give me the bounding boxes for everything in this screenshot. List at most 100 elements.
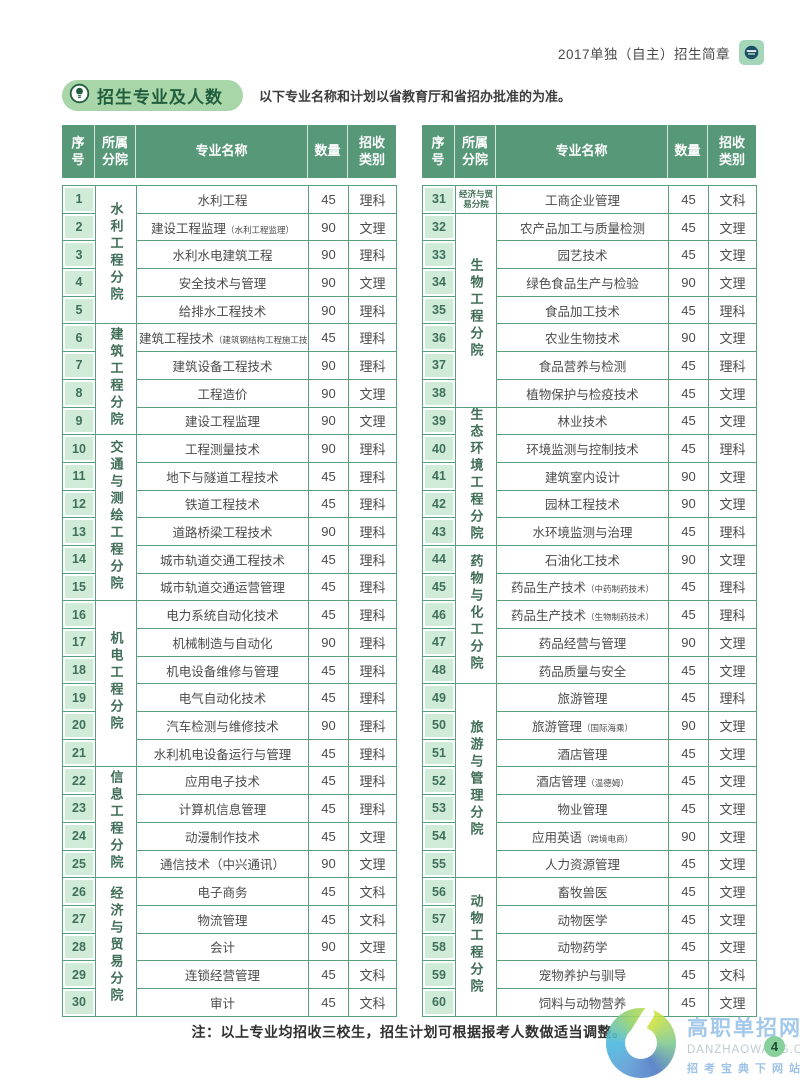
department-cell: 生态环境工程分院: [455, 406, 497, 546]
count-cell: 45: [308, 683, 349, 713]
count-cell: 90: [668, 544, 709, 574]
category-cell: 理科: [708, 572, 757, 602]
table-row: 1 水利工程分院 水利工程 45 理科: [62, 184, 397, 325]
major-cell: 工商企业管理: [496, 185, 669, 214]
category-cell: 理科: [348, 351, 397, 380]
column-header: 数量: [668, 125, 708, 178]
major-cell: 电气自动化技术: [136, 683, 309, 713]
majors-table-left: 序 号所属 分院 专业名称 数量 招收 类别 1 水利工程分院 水利工程 45 理科 2 建设工程…: [62, 125, 397, 1017]
major-cell: 给排水工程技术: [136, 295, 309, 325]
department-cell: 生物工程分院: [455, 212, 497, 408]
seq-cell: 28: [62, 932, 96, 962]
seq-cell: 23: [62, 794, 96, 823]
category-cell: 理科: [348, 434, 397, 463]
major-cell: 食品营养与检测: [496, 351, 669, 380]
table-row: 30 审计 45 文科: [62, 987, 397, 1017]
table-header-row: 序 号所属 分院 专业名称 数量 招收 类别: [422, 125, 756, 178]
seq-cell: 30: [62, 987, 96, 1017]
major-cell: 药品生产技术（生物制药技术）: [496, 600, 669, 629]
major-cell: 电子商务: [136, 877, 309, 906]
count-cell: 45: [308, 904, 349, 934]
count-cell: 45: [308, 489, 349, 519]
table-row: 33 园艺技术 45 文理: [422, 240, 757, 270]
major-cell: 水利机电设备运行与管理: [136, 738, 309, 768]
seq-cell: 13: [62, 517, 96, 546]
table-row: 34 绿色食品生产与检验 90 文理: [422, 268, 757, 297]
category-cell: 理科: [348, 628, 397, 657]
major-subtitle: （国际海乘）: [582, 722, 634, 733]
major-cell: 宠物养护与驯导: [496, 960, 669, 989]
major-cell: 药品经营与管理: [496, 628, 669, 657]
major-subtitle: （水利工程监理）: [226, 224, 295, 235]
seq-cell: 57: [422, 904, 456, 934]
category-cell: 文理: [708, 489, 757, 519]
department-label: 生态环境工程分院: [468, 407, 484, 543]
table-row: 4 安全技术与管理 90 文理: [62, 268, 397, 297]
seq-cell: 4: [62, 268, 96, 297]
category-cell: 理科: [348, 572, 397, 602]
seq-cell: 52: [422, 766, 456, 796]
brochure-logo-icon: [739, 40, 764, 65]
seq-cell: 54: [422, 821, 456, 851]
count-cell: 90: [308, 212, 349, 242]
department-label: 生物工程分院: [468, 257, 484, 360]
seq-cell: 19: [62, 683, 96, 713]
category-cell: 文科: [348, 904, 397, 934]
seq-cell: 59: [422, 960, 456, 989]
seq-cell: 42: [422, 489, 456, 519]
category-cell: 文科: [708, 960, 757, 989]
count-cell: 90: [308, 240, 349, 270]
major-cell: 建设工程监理（水利工程监理）: [136, 212, 309, 242]
category-cell: 文理: [708, 821, 757, 851]
count-cell: 90: [308, 378, 349, 408]
major-subtitle: （温德姆）: [586, 778, 629, 789]
count-cell: 45: [308, 821, 349, 851]
category-cell: 文理: [708, 766, 757, 796]
count-cell: 45: [668, 738, 709, 768]
count-cell: 45: [668, 572, 709, 602]
major-cell: 机电设备维修与管理: [136, 655, 309, 685]
seq-cell: 60: [422, 987, 456, 1017]
seq-cell: 16: [62, 600, 96, 629]
seq-cell: 43: [422, 517, 456, 546]
department-cell: 动物工程分院: [455, 877, 497, 1017]
table-row: 37 食品营养与检测 45 理科: [422, 351, 757, 380]
seq-cell: 31: [422, 185, 456, 214]
seq-cell: 51: [422, 738, 456, 768]
seq-cell: 56: [422, 877, 456, 906]
count-cell: 45: [308, 877, 349, 906]
major-cell: 人力资源管理: [496, 849, 669, 879]
count-cell: 45: [308, 794, 349, 823]
category-cell: 理科: [348, 461, 397, 491]
major-cell: 动漫制作技术: [136, 821, 309, 851]
count-cell: 90: [668, 323, 709, 353]
count-cell: 45: [308, 987, 349, 1017]
count-cell: 90: [668, 711, 709, 740]
seq-cell: 37: [422, 351, 456, 380]
major-cell: 农业生物技术: [496, 323, 669, 353]
category-cell: 文理: [708, 655, 757, 685]
count-cell: 45: [668, 877, 709, 906]
seq-cell: 36: [422, 323, 456, 353]
count-cell: 90: [308, 628, 349, 657]
table-row: 58 动物药学 45 文理: [422, 932, 757, 962]
column-header: 专业名称: [496, 125, 668, 178]
table-row: 17 机械制造与自动化 90 理科: [62, 628, 397, 657]
major-cell: 植物保护与检疫技术: [496, 378, 669, 408]
major-cell: 动物医学: [496, 904, 669, 934]
major-cell: 应用电子技术: [136, 766, 309, 796]
major-cell: 城市轨道交通运营管理: [136, 572, 309, 602]
department-label: 建筑工程分院: [108, 326, 124, 429]
count-cell: 45: [308, 461, 349, 491]
major-cell: 旅游管理: [496, 683, 669, 713]
department-cell: 交通与测绘工程分院: [95, 434, 137, 602]
major-cell: 应用英语（跨境电商）: [496, 821, 669, 851]
category-cell: 文理: [708, 406, 757, 436]
category-cell: 文理: [348, 821, 397, 851]
count-cell: 90: [308, 268, 349, 297]
seq-cell: 8: [62, 378, 96, 408]
table-row: 50 旅游管理（国际海乘） 90 文理: [422, 711, 757, 740]
category-cell: 理科: [348, 738, 397, 768]
category-cell: 理科: [348, 544, 397, 574]
